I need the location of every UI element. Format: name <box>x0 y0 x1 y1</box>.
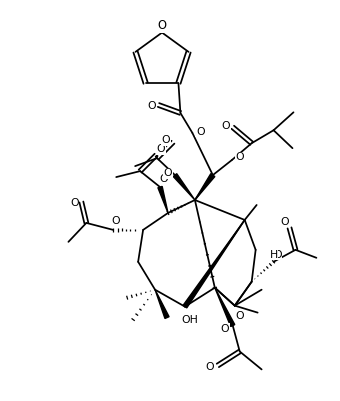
Text: O: O <box>205 363 214 373</box>
Text: OH: OH <box>181 315 198 324</box>
Text: O: O <box>164 168 172 178</box>
Polygon shape <box>195 174 215 200</box>
Text: O: O <box>111 216 120 226</box>
Text: O: O <box>280 217 289 227</box>
Text: O: O <box>157 144 165 154</box>
Text: H: H <box>270 250 278 260</box>
Text: O: O <box>221 121 230 131</box>
Text: O: O <box>220 324 229 334</box>
Polygon shape <box>158 186 168 213</box>
Text: O: O <box>273 250 282 260</box>
Polygon shape <box>155 290 169 318</box>
Polygon shape <box>173 174 195 200</box>
Text: O: O <box>235 152 244 162</box>
Text: O: O <box>196 127 205 137</box>
Polygon shape <box>183 220 245 308</box>
Text: O: O <box>70 198 79 208</box>
Text: O: O <box>162 135 170 145</box>
Polygon shape <box>215 288 235 326</box>
Text: O: O <box>147 101 156 111</box>
Text: O: O <box>160 174 168 184</box>
Text: O: O <box>235 311 244 321</box>
Text: O: O <box>157 19 167 32</box>
